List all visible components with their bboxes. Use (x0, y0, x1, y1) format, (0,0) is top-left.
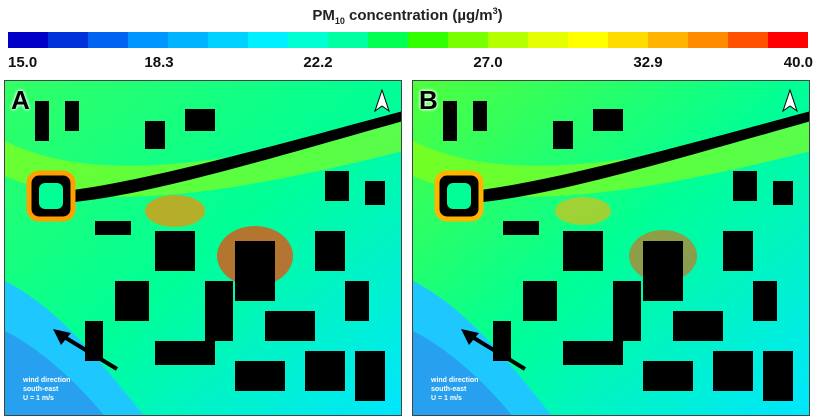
north-arrow-icon (374, 89, 390, 113)
colorbar-segment (248, 32, 288, 48)
colorbar-segment (368, 32, 408, 48)
colorbar-segment (488, 32, 528, 48)
concentration-map (413, 81, 809, 415)
colorbar-segment (88, 32, 128, 48)
tick-label: 22.2 (303, 54, 333, 71)
panel-label: A (11, 85, 30, 115)
wind-line: wind direction (431, 377, 479, 384)
wind-line: U = 1 m/s (431, 395, 462, 402)
title-superscript: 3 (492, 6, 498, 16)
colorbar-segment (528, 32, 568, 48)
colorbar-segment (328, 32, 368, 48)
north-arrow-icon (782, 89, 798, 113)
wind-arrow-icon (53, 329, 119, 371)
colorbar-segment (288, 32, 328, 48)
colorbar-segment (448, 32, 488, 48)
title-mid: concentration (µg/m (344, 7, 493, 24)
wind-line: south-east (431, 386, 467, 393)
wind-info: wind direction south-east U = 1 m/s (23, 376, 70, 403)
colorbar-ticks: 15.0 18.3 22.2 27.0 32.9 40.0 (0, 54, 815, 72)
colorbar-segment (688, 32, 728, 48)
colorbar-segment (208, 32, 248, 48)
colorbar-segment (48, 32, 88, 48)
wind-arrow-icon (461, 329, 527, 371)
wind-line: U = 1 m/s (23, 395, 54, 402)
title-subscript: 10 (334, 16, 345, 26)
colorbar (8, 32, 808, 48)
colorbar-segment (8, 32, 48, 48)
tick-label: 40.0 (783, 54, 813, 71)
panel-label: B (419, 85, 438, 115)
colorbar-segment (568, 32, 608, 48)
colorbar-segment (648, 32, 688, 48)
map-panel-a: A wind direction south-east U = 1 m/s (4, 80, 402, 416)
wind-line: south-east (23, 386, 59, 393)
tick-label: 15.0 (8, 54, 38, 71)
title-suffix: ) (497, 7, 503, 24)
colorbar-segment (168, 32, 208, 48)
title-prefix: PM (312, 7, 335, 24)
colorbar-segment (408, 32, 448, 48)
colorbar-segment (128, 32, 168, 48)
colorbar-segment (608, 32, 648, 48)
colorbar-segment (768, 32, 808, 48)
tick-label: 27.0 (473, 54, 503, 71)
concentration-map (5, 81, 401, 415)
tick-label: 18.3 (144, 54, 174, 71)
wind-line: wind direction (23, 377, 71, 384)
legend-title: PM10 concentration (µg/m3) (0, 6, 815, 26)
map-panel-b: B wind direction south-east U = 1 m/s (412, 80, 810, 416)
tick-label: 32.9 (633, 54, 663, 71)
wind-info: wind direction south-east U = 1 m/s (431, 376, 478, 403)
colorbar-segment (728, 32, 768, 48)
